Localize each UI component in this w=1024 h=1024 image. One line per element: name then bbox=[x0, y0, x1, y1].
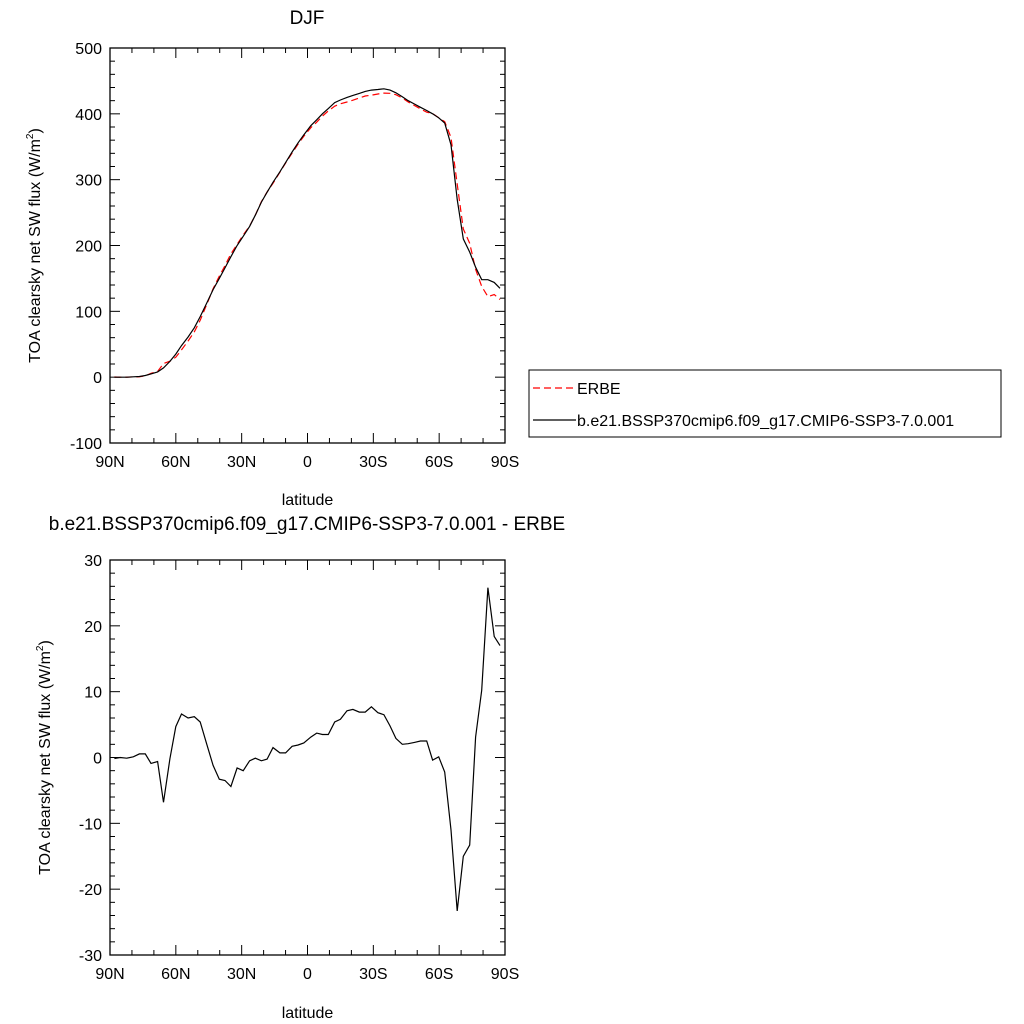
x-axis-label: latitude bbox=[282, 1005, 334, 1022]
plot-frame bbox=[109, 47, 506, 444]
x-tick-label: 0 bbox=[303, 966, 312, 983]
series-line-difference bbox=[114, 587, 501, 911]
x-tick-label: 60N bbox=[161, 966, 190, 983]
series-line-model bbox=[114, 88, 501, 378]
y-tick-label: -20 bbox=[79, 882, 102, 899]
x-tick-label: 90N bbox=[95, 454, 124, 471]
y-axis-label-text: TOA clearsky net SW flux (W/m bbox=[27, 139, 44, 363]
y-tick-label: 500 bbox=[75, 41, 102, 58]
y-tick-label: 0 bbox=[93, 370, 102, 387]
x-tick-label: 30N bbox=[227, 966, 256, 983]
x-tick-label: 90S bbox=[491, 966, 519, 983]
y-tick-label: 100 bbox=[75, 304, 102, 321]
y-axis-label-text: TOA clearsky net SW flux (W/m bbox=[37, 651, 54, 875]
y-tick-label: 10 bbox=[84, 685, 102, 702]
top-panel-djf: DJF 90N 60N 30N 0 30S 60S 90S -100 0 100 200 300 400 5… bbox=[25, 8, 1002, 509]
x-tick-label: 30N bbox=[227, 454, 256, 471]
y-axis-label: TOA clearsky net SW flux (W/m2) bbox=[35, 640, 54, 875]
y-axis-label-superscript: 2 bbox=[25, 133, 36, 139]
y-tick-label: -100 bbox=[70, 436, 102, 453]
y-axis-label-superscript: 2 bbox=[35, 645, 46, 651]
chart-title: b.e21.BSSP370cmip6.f09_g17.CMIP6-SSP3-7.… bbox=[49, 514, 565, 535]
y-axis-label: TOA clearsky net SW flux (W/m2) bbox=[25, 128, 44, 363]
plot-frame bbox=[109, 559, 506, 956]
x-tick-label: 90N bbox=[95, 966, 124, 983]
y-tick-label: -30 bbox=[79, 948, 102, 965]
y-tick-label: 0 bbox=[93, 751, 102, 768]
y-tick-label: 400 bbox=[75, 107, 102, 124]
y-tick-label: -10 bbox=[79, 816, 102, 833]
legend-label: b.e21.BSSP370cmip6.f09_g17.CMIP6-SSP3-7.… bbox=[577, 413, 954, 430]
y-axis-label-end: ) bbox=[27, 128, 44, 133]
x-tick-label: 60S bbox=[425, 966, 453, 983]
y-axis-label-end: ) bbox=[37, 640, 54, 645]
x-tick-label: 60S bbox=[425, 454, 453, 471]
y-tick-label: 300 bbox=[75, 173, 102, 190]
x-tick-label: 30S bbox=[359, 966, 387, 983]
x-tick-label: 0 bbox=[303, 454, 312, 471]
legend-label: ERBE bbox=[577, 381, 621, 398]
x-axis-label: latitude bbox=[282, 492, 334, 509]
y-tick-label: 30 bbox=[84, 553, 102, 570]
x-tick-label: 30S bbox=[359, 454, 387, 471]
y-tick-label: 200 bbox=[75, 239, 102, 256]
y-tick-label: 20 bbox=[84, 619, 102, 636]
legend: ERBE b.e21.BSSP370cmip6.f09_g17.CMIP6-SSP… bbox=[528, 369, 1002, 438]
legend-box bbox=[528, 369, 1002, 438]
x-tick-label: 60N bbox=[161, 454, 190, 471]
x-tick-label: 90S bbox=[491, 454, 519, 471]
chart-title: DJF bbox=[290, 8, 325, 29]
bottom-panel-difference: b.e21.BSSP370cmip6.f09_g17.CMIP6-SSP3-7.… bbox=[35, 514, 565, 1022]
series-line-erbe bbox=[114, 92, 501, 378]
